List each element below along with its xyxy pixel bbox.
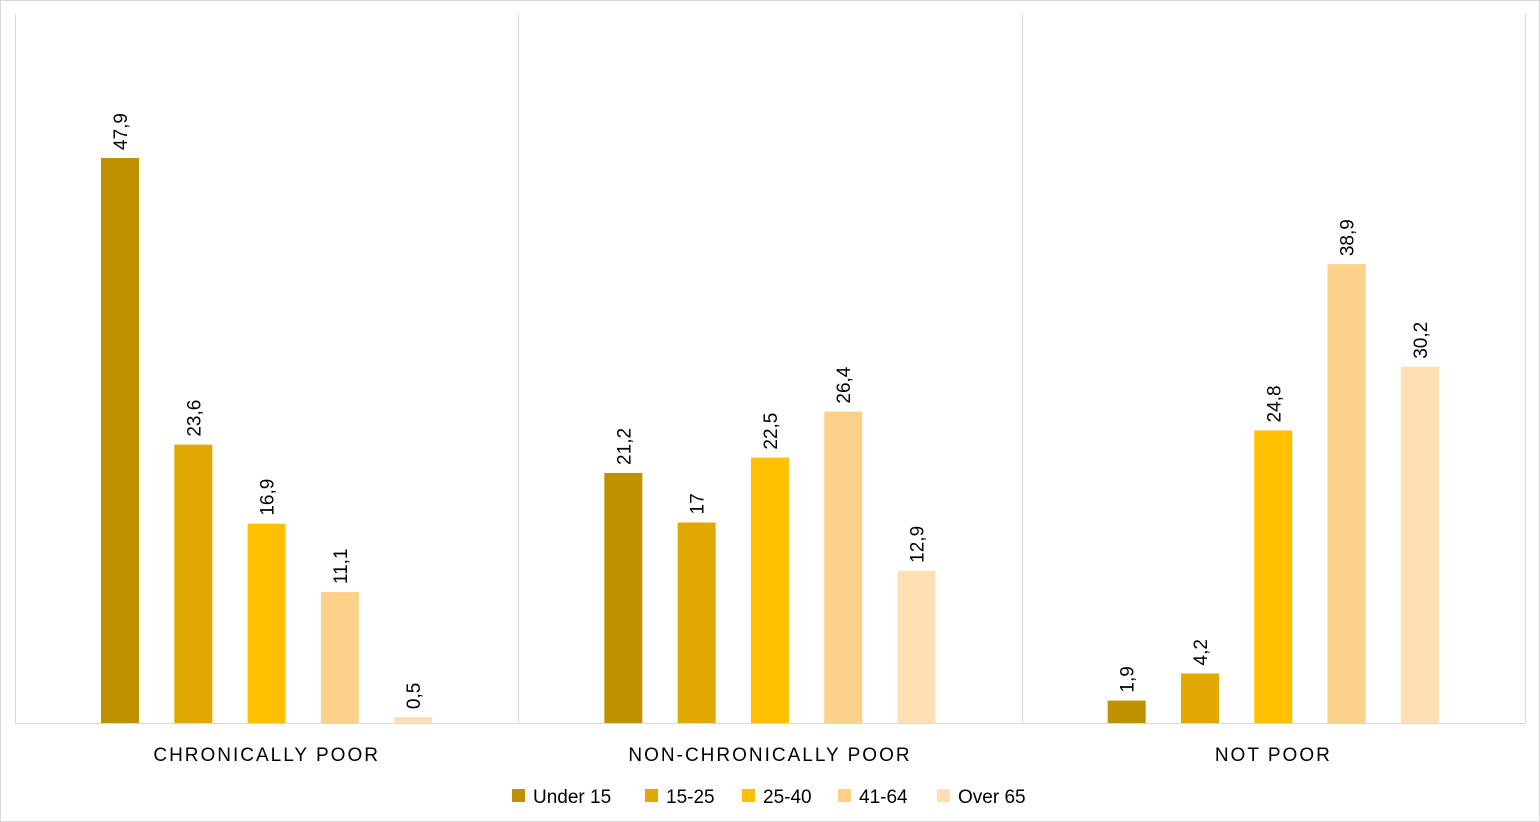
- data-label: 24,8: [1264, 385, 1285, 422]
- legend-label: 15-25: [666, 787, 715, 808]
- bar: [1107, 700, 1146, 723]
- category-label: CHRONICALLY POOR: [153, 745, 380, 766]
- bar: [174, 444, 213, 723]
- data-label: 17: [688, 493, 709, 514]
- bar: [1254, 430, 1293, 723]
- bar: [677, 522, 716, 723]
- legend-swatch: [838, 789, 851, 802]
- data-label: 23,6: [184, 400, 205, 437]
- legend-swatch: [742, 789, 755, 802]
- bar: [750, 457, 789, 723]
- data-label: 12,9: [908, 526, 929, 563]
- data-label: 22,5: [761, 413, 782, 450]
- category-label: NON-CHRONICALLY POOR: [628, 745, 911, 766]
- bar: [824, 411, 863, 723]
- legend-swatch: [512, 789, 525, 802]
- data-label: 11,1: [331, 548, 352, 584]
- bar: [897, 570, 936, 723]
- bar: [320, 592, 359, 723]
- data-label: 30,2: [1411, 322, 1432, 359]
- legend-label: Over 65: [958, 787, 1026, 808]
- legend-swatch: [937, 789, 950, 802]
- bar: [1180, 673, 1219, 723]
- bar: [394, 717, 433, 723]
- legend-swatch: [645, 789, 658, 802]
- bar: [101, 158, 139, 723]
- category-label: NOT POOR: [1215, 745, 1332, 766]
- data-label: 21,2: [614, 428, 635, 465]
- bar: [1327, 264, 1366, 723]
- bar: [604, 472, 643, 723]
- data-label: 16,9: [258, 479, 279, 516]
- data-label: 4,2: [1191, 639, 1212, 665]
- data-label: 0,5: [404, 683, 425, 709]
- data-label: 1,9: [1118, 666, 1139, 692]
- bar: [247, 523, 286, 723]
- data-label: 26,4: [834, 366, 855, 403]
- legend-label: 25-40: [763, 787, 812, 808]
- legend-label: Under 15: [533, 787, 611, 808]
- data-label: 38,9: [1338, 219, 1359, 256]
- bar: [1400, 366, 1439, 723]
- data-label: 47,9: [111, 113, 132, 150]
- legend-label: 41-64: [859, 787, 908, 808]
